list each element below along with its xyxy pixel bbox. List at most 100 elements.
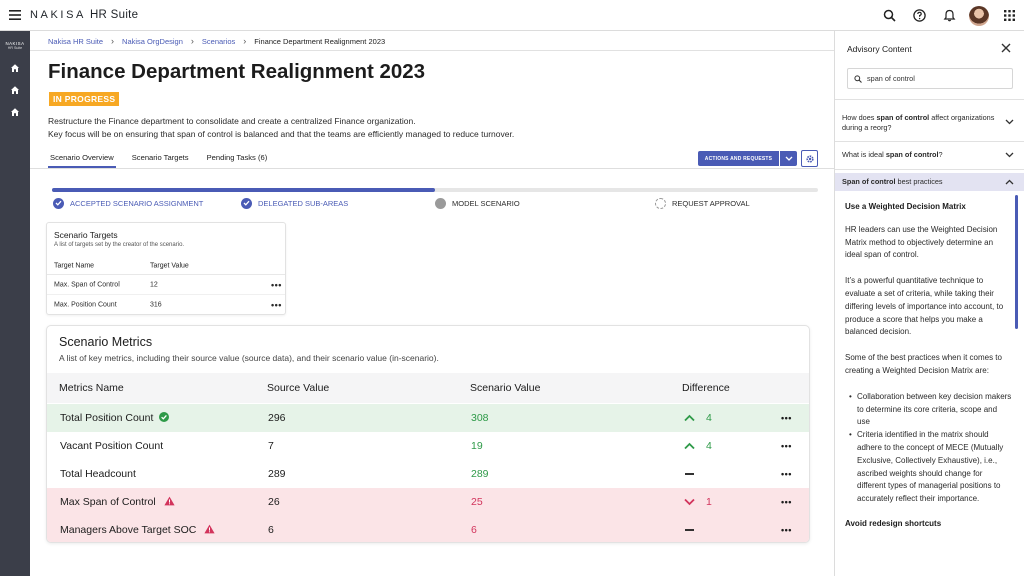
rail-logo-sub: HR Suite	[7, 46, 23, 51]
apps-grid-icon[interactable]	[994, 0, 1024, 31]
difference: 4	[684, 412, 712, 424]
check-circle-icon	[241, 197, 252, 209]
progress-track	[52, 188, 818, 192]
article-paragraph: Some of the best practices when it comes…	[845, 353, 1002, 375]
scenario-targets-card: Scenario Targets A list of targets set b…	[46, 222, 286, 315]
more-options-icon[interactable]: •••	[781, 525, 792, 535]
article-list: Collaboration between key decision maker…	[845, 391, 1012, 506]
actions-dropdown-button[interactable]	[780, 151, 797, 166]
faq-text: affect organizations during a reorg?	[842, 113, 995, 132]
rail-home-3[interactable]	[0, 101, 30, 123]
more-options-icon[interactable]: •••	[781, 469, 792, 479]
chevron-right-icon: ›	[243, 36, 247, 46]
metric-name: Managers Above Target SOC	[60, 524, 215, 536]
tab-pending-tasks[interactable]: Pending Tasks (6)	[206, 153, 268, 162]
more-options-icon[interactable]: •••	[271, 280, 282, 290]
column-header: Target Name	[54, 262, 95, 269]
brand-name: NAKISA	[30, 9, 86, 21]
metric-name: Vacant Position Count	[60, 440, 164, 452]
faq-text: ?	[938, 150, 943, 159]
close-icon[interactable]	[1000, 42, 1012, 54]
chevron-down-icon[interactable]	[1005, 119, 1014, 125]
advisory-search-input[interactable]: span of control	[847, 68, 1013, 89]
chevron-up-icon[interactable]	[1005, 179, 1014, 185]
more-options-icon[interactable]: •••	[271, 299, 282, 310]
table-row: Max. Position Count 316 •••	[47, 295, 285, 314]
arrow-up-icon	[684, 442, 695, 450]
tab-scenario-overview[interactable]: Scenario Overview	[48, 150, 116, 168]
warning-icon	[204, 524, 215, 534]
scrollbar[interactable]	[1015, 195, 1018, 329]
rail-home-1[interactable]	[0, 57, 30, 79]
settings-button[interactable]	[801, 150, 818, 167]
status-badge: IN PROGRESS	[49, 92, 120, 106]
breadcrumb-item[interactable]: Nakisa OrgDesign	[122, 36, 183, 46]
faq-keyword: span of control	[885, 150, 939, 159]
metric-name: Total Position Count	[60, 412, 170, 424]
tab-scenario-targets[interactable]: Scenario Targets	[131, 153, 189, 162]
menu-icon[interactable]	[0, 0, 30, 31]
gear-icon	[805, 154, 814, 163]
target-value: 316	[150, 301, 162, 308]
actions-and-requests-button[interactable]: ACTIONS AND REQUESTS	[698, 151, 779, 166]
source-value: 26	[268, 496, 280, 508]
chevron-down-icon[interactable]	[1005, 152, 1014, 158]
step-request-approval: REQUEST APPROVAL	[655, 197, 750, 209]
target-name: Max. Position Count	[54, 301, 117, 308]
breadcrumb: Nakisa HR Suite › Nakisa OrgDesign › Sce…	[48, 33, 385, 49]
table-row: Total Position Count 296 308 4 •••	[47, 404, 809, 432]
help-icon[interactable]	[904, 0, 934, 31]
user-avatar[interactable]	[964, 0, 994, 31]
scenario-value: 289	[471, 468, 489, 480]
step-model-scenario: MODEL SCENARIO	[435, 197, 520, 209]
faq-text: best practices	[895, 177, 943, 186]
difference	[684, 470, 706, 478]
faq-keyword: span of control	[876, 113, 930, 122]
page-description: Restructure the Finance department to co…	[48, 115, 514, 141]
faq-item[interactable]: How does span of control affect organiza…	[842, 113, 1012, 133]
source-value: 289	[268, 468, 286, 480]
faq-item-expanded[interactable]	[835, 173, 1024, 191]
step-label: MODEL SCENARIO	[452, 198, 520, 208]
arrow-up-icon	[684, 414, 695, 422]
difference-value: 1	[706, 496, 712, 508]
left-rail: NAKISA HR Suite	[0, 31, 30, 576]
page-title: Finance Department Realignment 2023	[48, 60, 426, 83]
check-circle-icon	[159, 412, 170, 423]
search-icon[interactable]	[874, 0, 904, 31]
breadcrumb-current: Finance Department Realignment 2023	[254, 36, 386, 46]
step-delegated-sub-areas: DELEGATED SUB-AREAS	[241, 197, 348, 209]
progress-fill	[52, 188, 435, 192]
column-header: Scenario Value	[470, 382, 541, 394]
advisory-panel: Advisory Content span of control How doe…	[834, 31, 1024, 576]
tab-bar: Scenario Overview Scenario Targets Pendi…	[48, 150, 283, 168]
metric-name-text: Max Span of Control	[60, 496, 156, 508]
divider	[835, 141, 1024, 142]
metric-name: Max Span of Control	[60, 496, 175, 508]
faq-item-expanded-label[interactable]: Span of control best practices	[842, 177, 1012, 187]
brand-suite: HR Suite	[89, 9, 139, 21]
target-value: 12	[150, 281, 158, 289]
chevron-right-icon: ›	[111, 36, 115, 46]
more-options-icon[interactable]: •••	[781, 441, 792, 451]
faq-text: How does	[842, 113, 877, 122]
rail-home-2[interactable]	[0, 79, 30, 101]
home-icon	[11, 107, 19, 116]
scenario-value: 308	[471, 412, 489, 424]
article-heading: Use a Weighted Decision Matrix	[845, 202, 966, 211]
column-header: Source Value	[267, 382, 330, 394]
table-header: Metrics Name Source Value Scenario Value…	[47, 373, 809, 403]
home-icon	[11, 85, 19, 94]
bell-icon[interactable]	[934, 0, 964, 31]
dashed-circle-icon	[655, 197, 666, 209]
more-options-icon[interactable]: •••	[781, 413, 792, 423]
app-brand[interactable]: NAKISA HR Suite	[30, 9, 138, 21]
scenario-value: 6	[471, 524, 477, 536]
table-row: Max Span of Control 26 25 1 •••	[47, 488, 809, 516]
more-options-icon[interactable]: •••	[781, 497, 792, 507]
breadcrumb-item[interactable]: Scenarios	[201, 36, 236, 46]
dash-icon	[685, 529, 694, 531]
faq-item[interactable]: What is ideal span of control?	[842, 150, 1012, 160]
difference-value: 4	[706, 412, 712, 424]
breadcrumb-item[interactable]: Nakisa HR Suite	[48, 36, 104, 46]
